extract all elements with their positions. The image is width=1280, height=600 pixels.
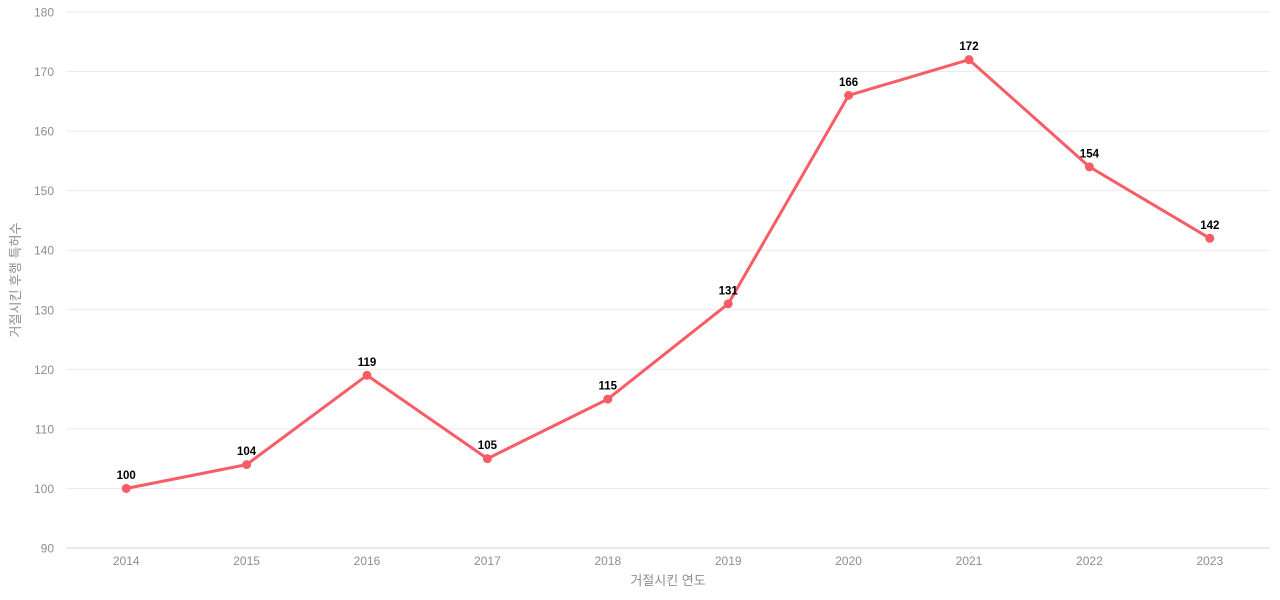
value-label: 154 <box>1080 148 1100 160</box>
y-tick-label: 180 <box>34 6 54 20</box>
x-tick-label: 2015 <box>233 554 260 568</box>
value-label: 142 <box>1200 220 1219 232</box>
data-point-marker <box>723 299 733 309</box>
value-label: 104 <box>237 446 257 458</box>
series-line <box>124 58 1212 490</box>
x-axis-title: 거절시킨 연도 <box>630 573 705 588</box>
x-tick-label: 2016 <box>354 554 381 568</box>
x-tick-label: 2017 <box>474 554 501 568</box>
y-tick-label: 130 <box>34 303 54 317</box>
data-point-marker <box>1084 162 1094 172</box>
y-axis-title: 거절시킨 후행 특허수 <box>8 223 23 338</box>
x-tick-label: 2020 <box>835 554 862 568</box>
y-tick-label: 90 <box>41 542 55 556</box>
data-point-marker <box>1205 233 1215 243</box>
value-label: 166 <box>839 77 858 89</box>
y-tick-label: 150 <box>34 184 54 198</box>
data-point-marker <box>603 394 613 404</box>
y-tick-label: 170 <box>34 65 54 79</box>
x-tick-label: 2023 <box>1196 554 1223 568</box>
data-point-marker <box>362 370 372 380</box>
y-tick-label: 110 <box>35 422 54 436</box>
x-tick-label: 2019 <box>715 554 742 568</box>
x-tick-label: 2018 <box>594 554 621 568</box>
data-point-marker <box>242 460 252 470</box>
value-label: 131 <box>719 285 739 297</box>
data-point-marker <box>964 55 974 65</box>
value-label: 100 <box>117 470 136 482</box>
value-label: 119 <box>358 357 377 369</box>
value-label: 105 <box>478 440 498 452</box>
x-tick-label: 2014 <box>113 554 140 568</box>
value-label: 115 <box>599 381 618 393</box>
x-tick-label: 2022 <box>1076 554 1103 568</box>
data-point-marker <box>121 483 131 493</box>
x-tick-label: 2021 <box>956 554 983 568</box>
data-point-marker <box>844 90 854 100</box>
data-point-marker <box>482 454 492 464</box>
y-tick-label: 100 <box>34 482 54 496</box>
y-tick-label: 140 <box>34 244 54 258</box>
y-tick-label: 160 <box>34 125 54 139</box>
value-label: 172 <box>959 41 978 53</box>
y-tick-label: 120 <box>34 363 54 377</box>
